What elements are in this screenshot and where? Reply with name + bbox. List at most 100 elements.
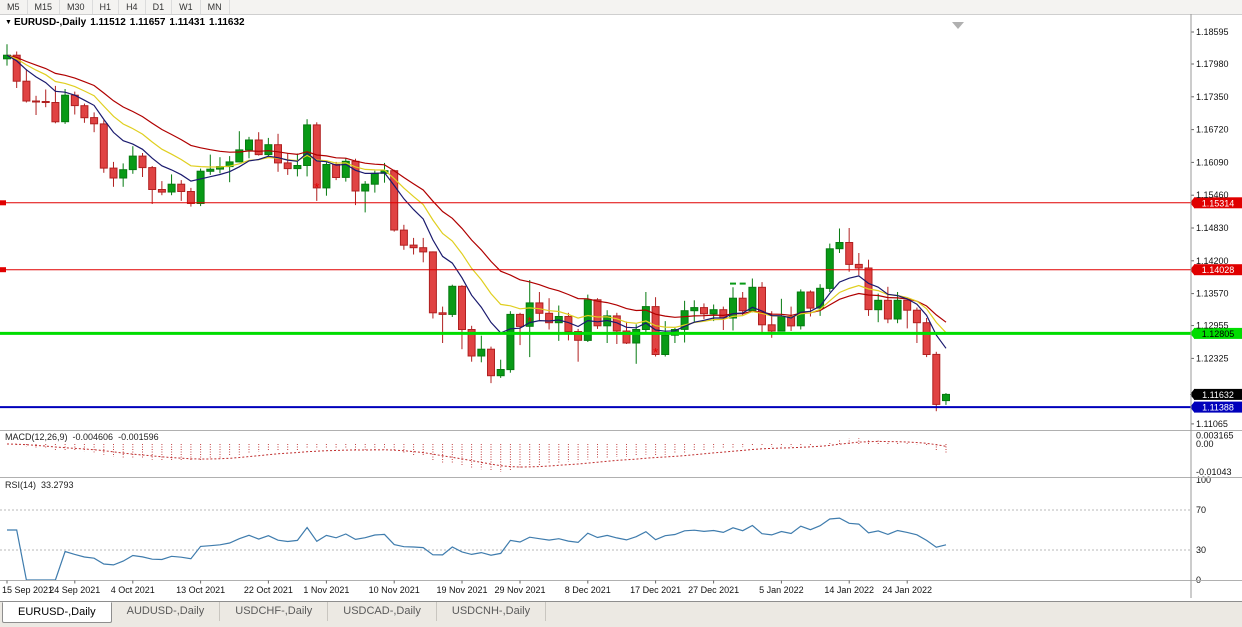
candle-down — [254, 139, 263, 156]
candle-up — [729, 297, 737, 319]
candle-down — [186, 191, 195, 204]
time-axis-label[interactable]: 19 Nov 2021 — [436, 585, 487, 595]
candle-up — [641, 306, 650, 331]
candle-down — [90, 117, 99, 125]
candle-down — [738, 297, 747, 312]
candle-down — [80, 105, 89, 119]
time-axis-label[interactable]: 10 Nov 2021 — [369, 585, 420, 595]
candle-down — [458, 285, 466, 330]
candle-up — [825, 248, 834, 289]
time-axis-label[interactable]: 14 Jan 2022 — [824, 585, 874, 595]
tab-usdcnh-daily[interactable]: USDCNH-,Daily — [437, 602, 547, 621]
time-axis-label[interactable]: 27 Dec 2021 — [688, 585, 739, 595]
timeframe-button-h4[interactable]: H4 — [119, 0, 146, 14]
candle-up — [293, 165, 302, 170]
candle-up — [690, 307, 699, 312]
level-0-badge — [1194, 197, 1242, 209]
timeframe-button-m5[interactable]: M5 — [0, 0, 28, 14]
level-0-badge-label: 1.15314 — [1202, 198, 1235, 208]
time-axis-label[interactable]: 17 Dec 2021 — [630, 585, 681, 595]
timeframe-button-m15[interactable]: M15 — [28, 0, 61, 14]
timeframe-button-h1[interactable]: H1 — [93, 0, 120, 14]
candle-down — [148, 167, 157, 191]
timeframe-button-d1[interactable]: D1 — [146, 0, 173, 14]
candle-down — [487, 348, 495, 377]
level-2-arrow — [1190, 328, 1194, 339]
candle-down — [419, 247, 428, 253]
chart-canvas[interactable]: 1.15314 1.14028 1.12805 1.11388 1.11632 1.185… — [0, 14, 1242, 601]
candle-down — [912, 309, 921, 324]
time-axis-label[interactable]: 13 Oct 2021 — [176, 585, 225, 595]
time-axis-label[interactable]: 24 Jan 2022 — [882, 585, 932, 595]
candle-up — [893, 299, 902, 320]
ma-line-slow — [6, 54, 947, 323]
time-axis-label[interactable]: 22 Oct 2021 — [244, 585, 293, 595]
price-axis-label: 1.14830 — [1196, 223, 1229, 233]
price-axis-label: 1.13570 — [1196, 289, 1229, 299]
time-axis-label[interactable]: 8 Dec 2021 — [565, 585, 611, 595]
timeframe-button-w1[interactable]: W1 — [172, 0, 201, 14]
level-2-badge-label: 1.12805 — [1202, 329, 1235, 339]
candle-down — [467, 329, 476, 357]
sell-marker-asterisk: * — [527, 314, 532, 329]
tp-dash-marker — [739, 282, 746, 285]
level-1-badge — [1194, 264, 1242, 276]
chart-shift-icon[interactable] — [952, 22, 964, 29]
candle-up — [235, 149, 244, 163]
candle-down — [787, 316, 796, 327]
candle-down — [51, 102, 60, 123]
price-axis-label: 1.16720 — [1196, 125, 1229, 135]
time-axis-label[interactable]: 1 Nov 2021 — [303, 585, 349, 595]
price-axis-label: 1.16090 — [1196, 157, 1229, 167]
candle-down — [806, 291, 815, 309]
level-3-badge-label: 1.11388 — [1202, 403, 1234, 413]
tab-usdchf-daily[interactable]: USDCHF-,Daily — [220, 602, 329, 621]
current-price-arrow — [1190, 389, 1194, 400]
candle-down — [854, 263, 863, 269]
candle-up — [816, 287, 825, 309]
level-1-badge-label: 1.14028 — [1202, 265, 1235, 275]
candle-up — [196, 170, 205, 204]
sell-marker-asterisk: * — [314, 180, 319, 195]
candle-up — [370, 172, 379, 185]
time-axis-label[interactable]: 4 Oct 2021 — [111, 585, 155, 595]
rsi-line — [7, 517, 947, 581]
rsi-axis-label: 70 — [1196, 505, 1206, 515]
price-axis-label: 1.17980 — [1196, 59, 1229, 69]
time-axis-label[interactable]: 5 Jan 2022 — [759, 585, 804, 595]
candle-down — [516, 313, 524, 327]
line-left-handle[interactable] — [0, 200, 6, 206]
candle-down — [283, 162, 292, 170]
candle-up — [245, 139, 253, 151]
price-axis-label: 1.11065 — [1196, 419, 1228, 429]
candle-down — [332, 164, 341, 178]
current-price-badge — [1194, 388, 1242, 400]
tab-eurusd-daily[interactable]: EURUSD-,Daily — [2, 602, 112, 623]
line-left-handle[interactable] — [0, 267, 6, 273]
tab-audusd-daily[interactable]: AUDUSD-,Daily — [112, 602, 221, 621]
ma-line-mid — [6, 54, 947, 334]
candle-up — [525, 302, 534, 327]
timeframe-button-mn[interactable]: MN — [201, 0, 230, 14]
macd-axis-label: 0.003165 — [1196, 431, 1234, 441]
candle-down — [903, 299, 912, 311]
candle-up — [167, 183, 176, 193]
candle-down — [883, 299, 892, 320]
candle-down — [99, 123, 108, 169]
candle-up — [777, 316, 786, 332]
timeframe-button-m30[interactable]: M30 — [60, 0, 93, 14]
time-axis-label[interactable]: 15 Sep 2021 — [2, 585, 53, 595]
candle-up — [303, 124, 312, 166]
candle-up — [448, 285, 457, 315]
time-axis-label[interactable]: 24 Sep 2021 — [49, 585, 100, 595]
current-price-badge-label: 1.11632 — [1202, 390, 1234, 400]
candle-up — [796, 291, 805, 327]
time-axis-label[interactable]: 29 Nov 2021 — [494, 585, 545, 595]
candle-down — [22, 80, 31, 102]
tab-usdcad-daily[interactable]: USDCAD-,Daily — [328, 602, 437, 621]
candle-down — [932, 353, 941, 405]
candle-down — [767, 324, 776, 332]
candle-down — [758, 286, 766, 326]
symbol-dropdown-icon[interactable]: ▼ — [5, 19, 12, 26]
